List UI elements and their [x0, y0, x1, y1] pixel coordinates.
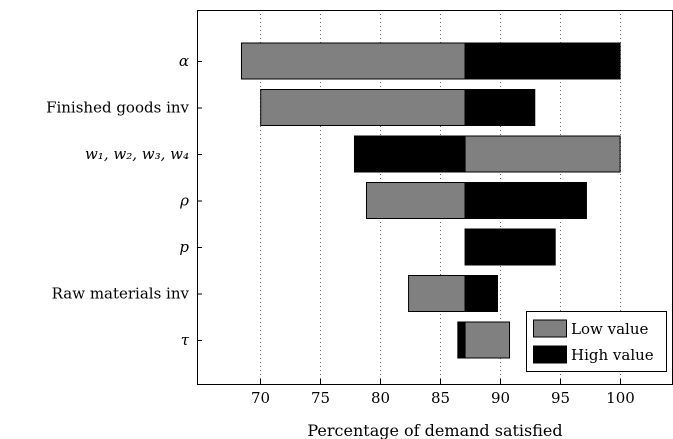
low-value-bar	[240, 42, 466, 80]
x-tick-label: 90	[491, 389, 510, 407]
x-tick-labels: 70 75 80 85 90 95 100	[251, 389, 635, 407]
category-label: Finished goods inv	[46, 99, 189, 117]
x-tick-label: 85	[431, 389, 450, 407]
high-value-bar	[464, 275, 499, 312]
category-label: p	[179, 238, 189, 256]
legend-swatch	[533, 345, 567, 364]
category-label: τ	[181, 331, 190, 349]
category-label: α	[179, 52, 189, 70]
x-tick-label: 95	[551, 389, 570, 407]
low-value-bar	[365, 182, 466, 219]
bars	[240, 42, 621, 359]
legend-label: Low value	[571, 320, 648, 338]
x-tick-label: 70	[251, 389, 270, 407]
x-tick-label: 80	[371, 389, 390, 407]
category-label: w₁, w₂, w₃, w₄	[85, 145, 189, 163]
high-value-bar	[464, 89, 536, 126]
legend-label: High value	[571, 346, 654, 364]
tick-marks	[197, 61, 621, 384]
low-value-bar	[408, 275, 466, 312]
high-value-bar	[464, 182, 587, 219]
low-value-bar	[464, 321, 511, 359]
category-label: ρ	[179, 192, 189, 210]
high-value-bar	[464, 42, 621, 80]
low-value-bar	[260, 89, 466, 126]
low-value-bar	[464, 135, 621, 173]
legend: Low value High value	[526, 311, 667, 372]
x-axis-label: Percentage of demand satisfied	[307, 421, 562, 439]
high-value-bar	[457, 321, 466, 359]
category-labels: α Finished goods inv w₁, w₂, w₃, w₄ ρ p Raw m…	[46, 52, 190, 349]
legend-swatch	[533, 319, 567, 338]
high-value-bar	[464, 228, 556, 266]
x-tick-label: 75	[311, 389, 330, 407]
x-tick-label: 100	[606, 389, 635, 407]
high-value-bar	[353, 135, 466, 173]
category-label: Raw materials inv	[52, 285, 190, 303]
